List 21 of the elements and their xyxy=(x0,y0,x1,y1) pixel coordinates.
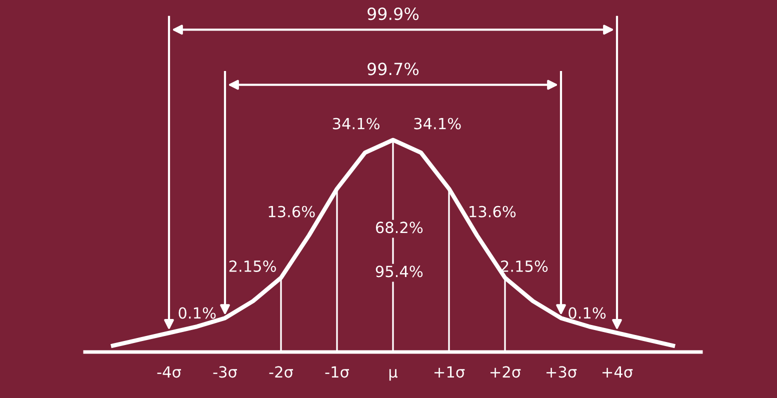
x-tick-label: μ xyxy=(389,369,398,381)
annotation: 2.15% xyxy=(501,260,548,272)
x-tick-label: -4σ xyxy=(157,366,182,378)
x-tick-label: -3σ xyxy=(213,366,238,378)
x-tick-label: +4σ xyxy=(602,366,633,378)
x-tick-label: -1σ xyxy=(325,366,350,378)
x-tick-label: -2σ xyxy=(269,366,294,378)
annotation: 0.1% xyxy=(178,307,216,319)
annotation: 0.1% xyxy=(568,307,606,319)
annotation: 2.15% xyxy=(229,260,276,272)
x-tick-label: +3σ xyxy=(546,366,577,378)
text: 99.9% xyxy=(368,7,419,20)
text: 34.1% xyxy=(414,118,461,130)
x-tick-label: +1σ xyxy=(434,366,465,378)
annotation: 95.4% xyxy=(376,266,423,278)
annotation: 13.6% xyxy=(268,206,315,218)
text: 34.1% xyxy=(332,118,380,130)
text: 99.7% xyxy=(368,62,419,76)
annotation: 13.6% xyxy=(470,206,516,218)
annotation: 68.2% xyxy=(376,222,423,234)
x-tick-label: +2σ xyxy=(490,366,521,378)
